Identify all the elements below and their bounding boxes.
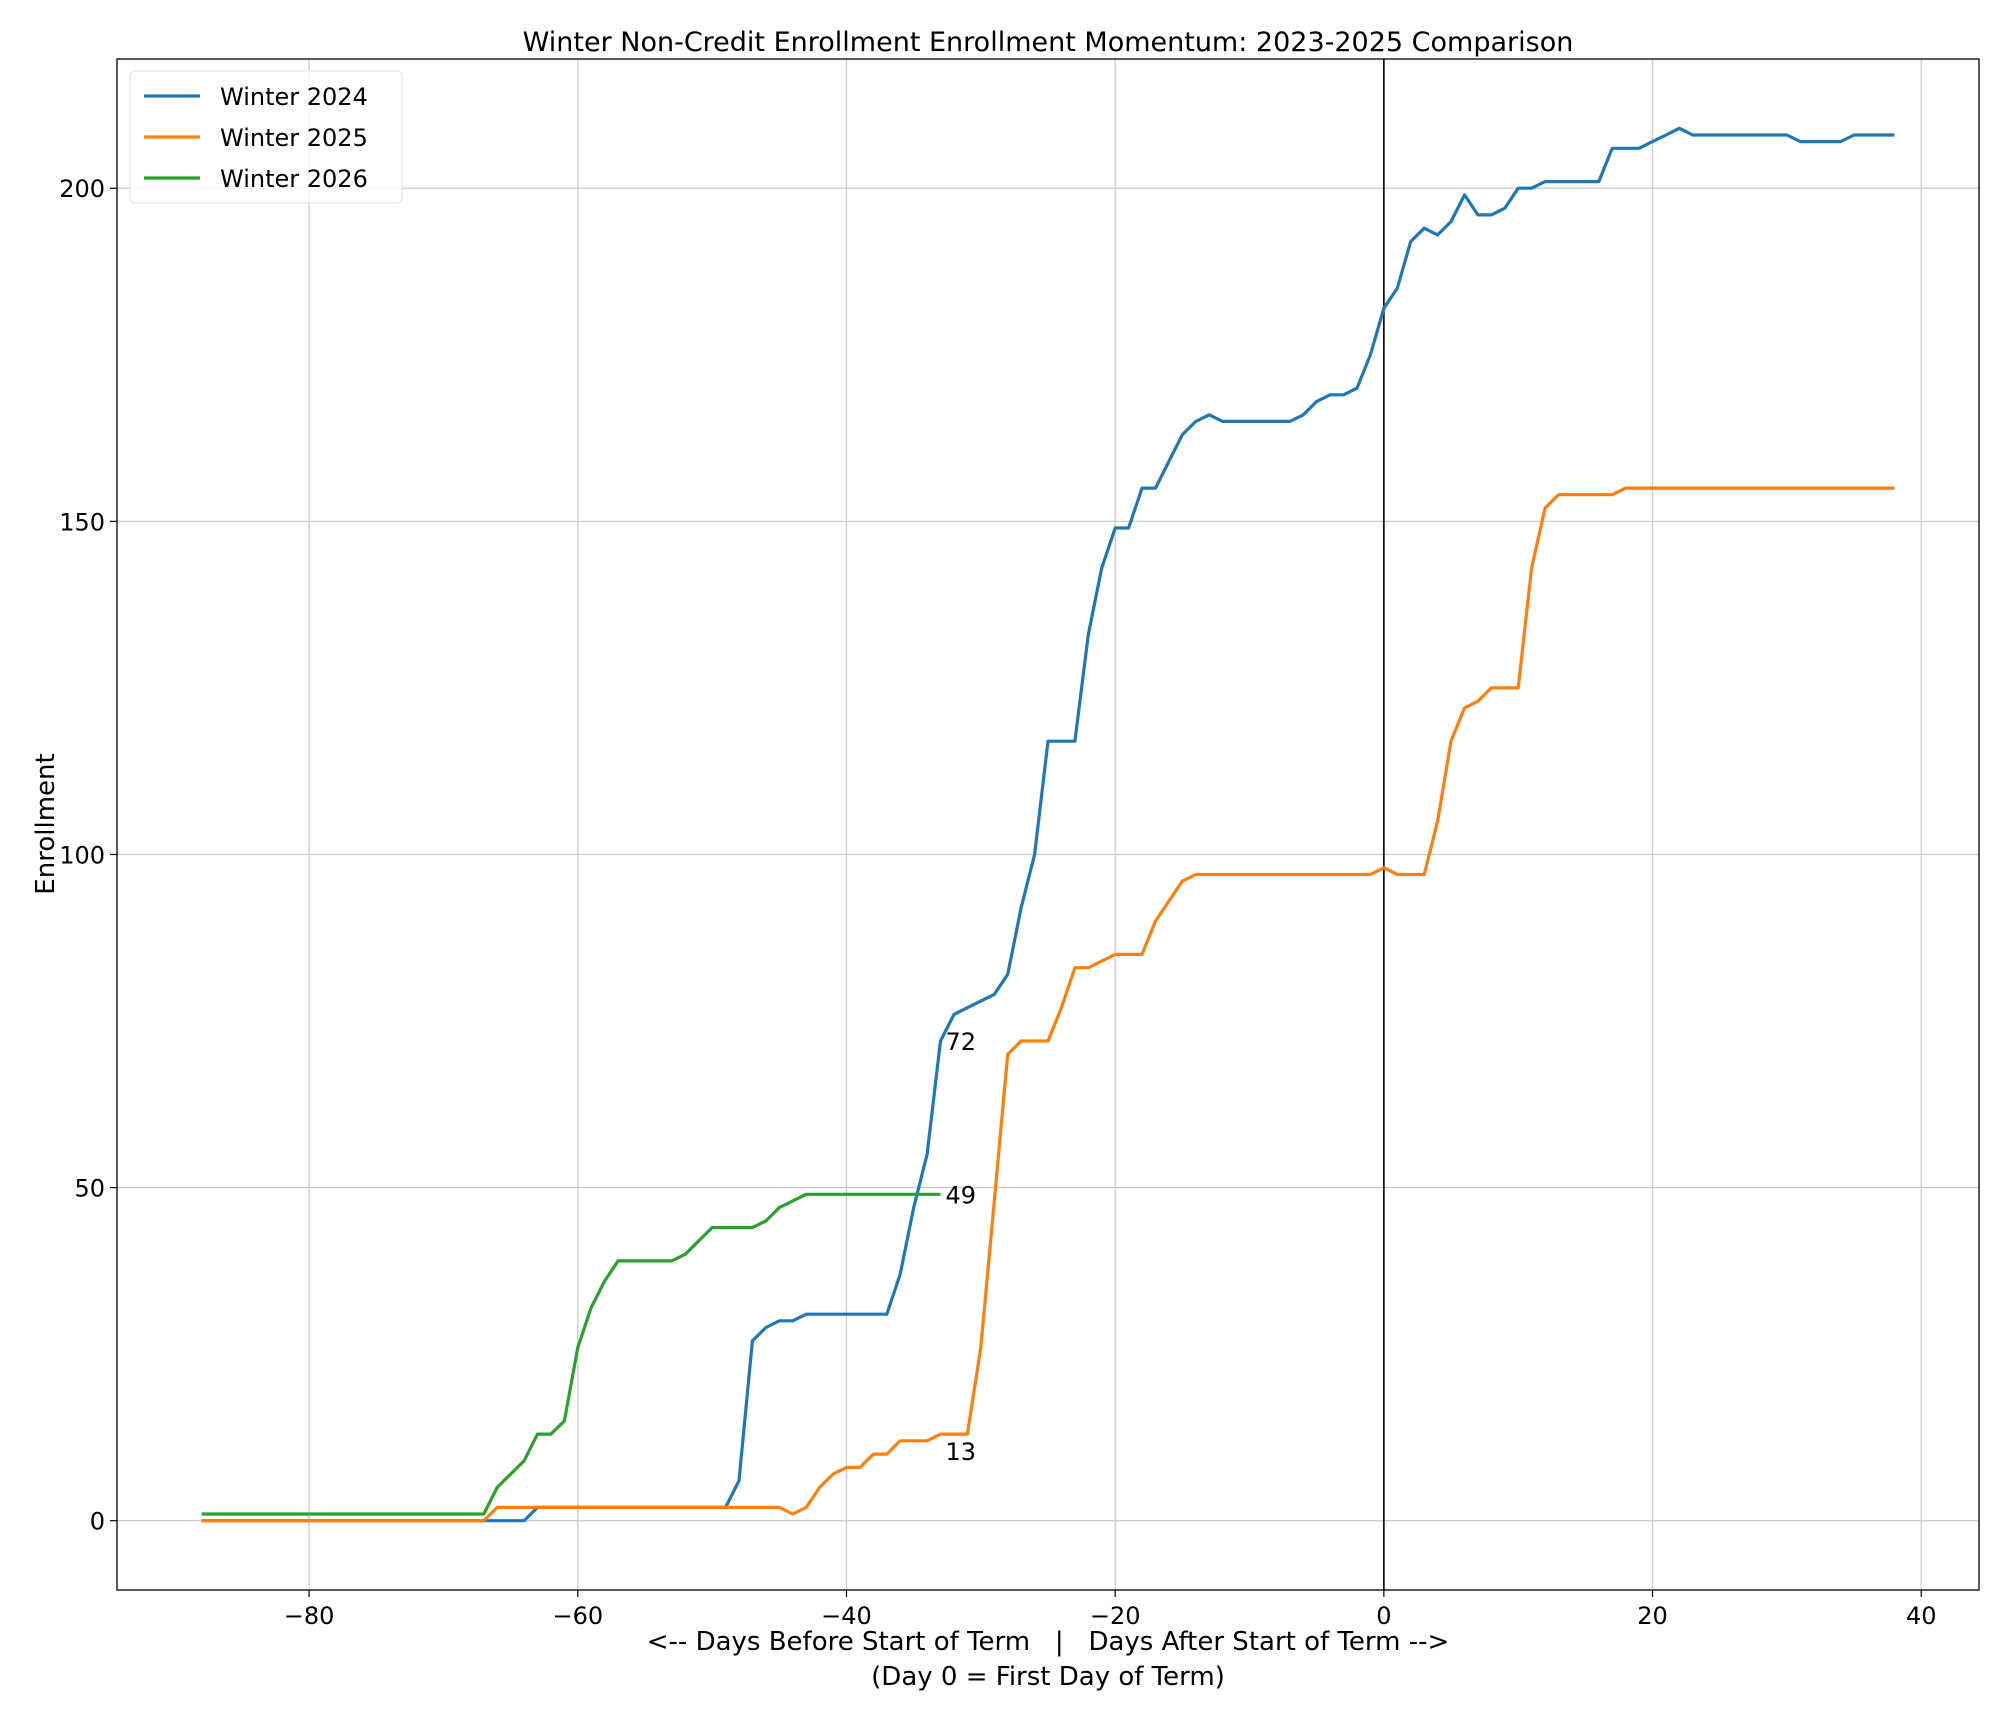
x-tick-label: −20	[1090, 1602, 1141, 1630]
series-line-winter-2024	[201, 126, 1895, 1523]
x-tick-label: 0	[1376, 1602, 1391, 1630]
annotations: 72 49 13	[946, 1028, 977, 1466]
legend-label: Winter 2026	[220, 165, 368, 193]
data-label: 72	[946, 1028, 977, 1056]
axis-ticks: −80 −60 −40 −20 0 20 40 0 50 100 150 200	[59, 175, 1936, 1630]
y-tick-label: 100	[59, 841, 105, 869]
y-axis-label: Enrollment	[31, 753, 61, 894]
legend-label: Winter 2024	[220, 83, 368, 111]
x-tick-label: −60	[552, 1602, 603, 1630]
y-tick-label: 50	[74, 1175, 105, 1203]
y-tick-label: 0	[90, 1508, 105, 1536]
legend-label: Winter 2025	[220, 124, 368, 152]
series-line-winter-2026	[201, 1192, 941, 1516]
plot-frame	[116, 58, 1980, 1591]
x-tick-label: −80	[284, 1602, 335, 1630]
x-tick-label: 20	[1637, 1602, 1668, 1630]
x-tick-label: −40	[821, 1602, 872, 1630]
chart-title: Winter Non-Credit Enrollment Enrollment …	[523, 27, 1574, 58]
legend-box	[129, 70, 403, 204]
x-axis-label-line2: (Day 0 = First Day of Term)	[871, 1662, 1225, 1692]
series-lines	[201, 126, 1895, 1523]
series-line-winter-2025	[201, 486, 1895, 1523]
x-axis-label: <-- Days Before Start of Term | Days Aft…	[647, 1627, 1450, 1657]
data-label: 49	[946, 1181, 977, 1209]
y-tick-label: 150	[59, 508, 105, 536]
x-tick-label: 40	[1906, 1602, 1937, 1630]
data-label: 13	[946, 1438, 977, 1466]
grid	[117, 59, 1979, 1590]
legend: Winter 2024 Winter 2025 Winter 2026	[129, 70, 403, 204]
y-tick-label: 200	[59, 175, 105, 203]
